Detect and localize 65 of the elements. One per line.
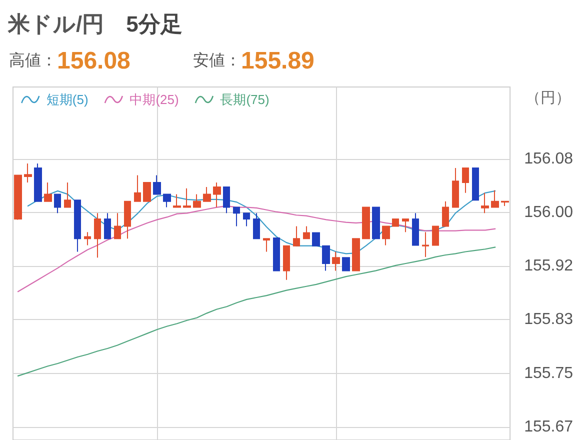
candlestick bbox=[44, 182, 52, 202]
candlestick bbox=[412, 212, 419, 246]
candlestick bbox=[263, 238, 270, 252]
candlestick bbox=[173, 194, 181, 208]
chart-title: 米ドル/円 5分足 bbox=[7, 12, 182, 36]
candlestick bbox=[422, 232, 429, 258]
candlestick bbox=[432, 226, 439, 246]
candlestick bbox=[134, 174, 141, 202]
candlestick bbox=[143, 182, 151, 202]
y-tick-label: 155.83 bbox=[524, 311, 574, 328]
candlestick bbox=[163, 194, 171, 208]
y-tick-label: 155.92 bbox=[524, 258, 574, 275]
candlestick bbox=[223, 186, 230, 214]
candlestick bbox=[243, 212, 250, 227]
candlestick bbox=[402, 218, 409, 233]
candlestick bbox=[183, 188, 191, 208]
candlestick bbox=[24, 162, 32, 183]
candlestick bbox=[303, 226, 310, 240]
candlestick bbox=[153, 174, 161, 195]
candlestick bbox=[124, 200, 131, 240]
y-tick-label: 155.75 bbox=[524, 364, 574, 382]
legend-label: 長期(75) bbox=[220, 92, 270, 107]
candlestick bbox=[442, 200, 449, 227]
candlestick bbox=[462, 168, 469, 194]
candlestick bbox=[54, 194, 61, 214]
candlestick bbox=[114, 212, 121, 240]
y-tick-label: 155.67 bbox=[524, 418, 574, 436]
candlestick bbox=[193, 194, 201, 208]
candlestick bbox=[233, 206, 240, 227]
candlestick bbox=[34, 162, 42, 202]
candlestick bbox=[273, 238, 280, 272]
candlestick bbox=[372, 206, 380, 240]
candlestick bbox=[352, 238, 360, 272]
candlestick bbox=[213, 182, 221, 208]
candlestick bbox=[332, 251, 340, 272]
candlestick bbox=[203, 186, 211, 202]
candlestick bbox=[362, 206, 370, 240]
candlestick bbox=[253, 212, 260, 240]
candlestick bbox=[342, 257, 350, 272]
line-series bbox=[17, 246, 496, 376]
candlestick bbox=[74, 200, 81, 252]
candlestick bbox=[64, 182, 71, 208]
text: 安値：155.89 bbox=[193, 48, 314, 74]
candlestick bbox=[501, 200, 509, 206]
candlestick bbox=[472, 168, 479, 201]
candlestick bbox=[94, 212, 101, 258]
candlestick bbox=[322, 245, 330, 272]
candlestick bbox=[481, 192, 489, 214]
legend-label: 中期(25) bbox=[130, 92, 179, 107]
y-tick-label: 156.08 bbox=[524, 150, 574, 168]
line-series bbox=[17, 205, 496, 292]
y-tick-label: 156.00 bbox=[524, 204, 574, 222]
legend-label: 短期(5) bbox=[46, 92, 88, 107]
candlestick bbox=[392, 218, 399, 227]
candlestick bbox=[283, 245, 290, 280]
candlestick bbox=[104, 212, 111, 240]
text: 高値：156.08 bbox=[9, 48, 130, 74]
candlestick bbox=[14, 174, 22, 220]
candlestick bbox=[293, 226, 300, 246]
y-axis-title: （円） bbox=[526, 90, 570, 106]
candlestick bbox=[382, 226, 390, 246]
candlestick bbox=[452, 168, 459, 208]
candlestick bbox=[84, 232, 91, 246]
candlestick bbox=[491, 190, 499, 208]
candlestick bbox=[312, 232, 320, 246]
